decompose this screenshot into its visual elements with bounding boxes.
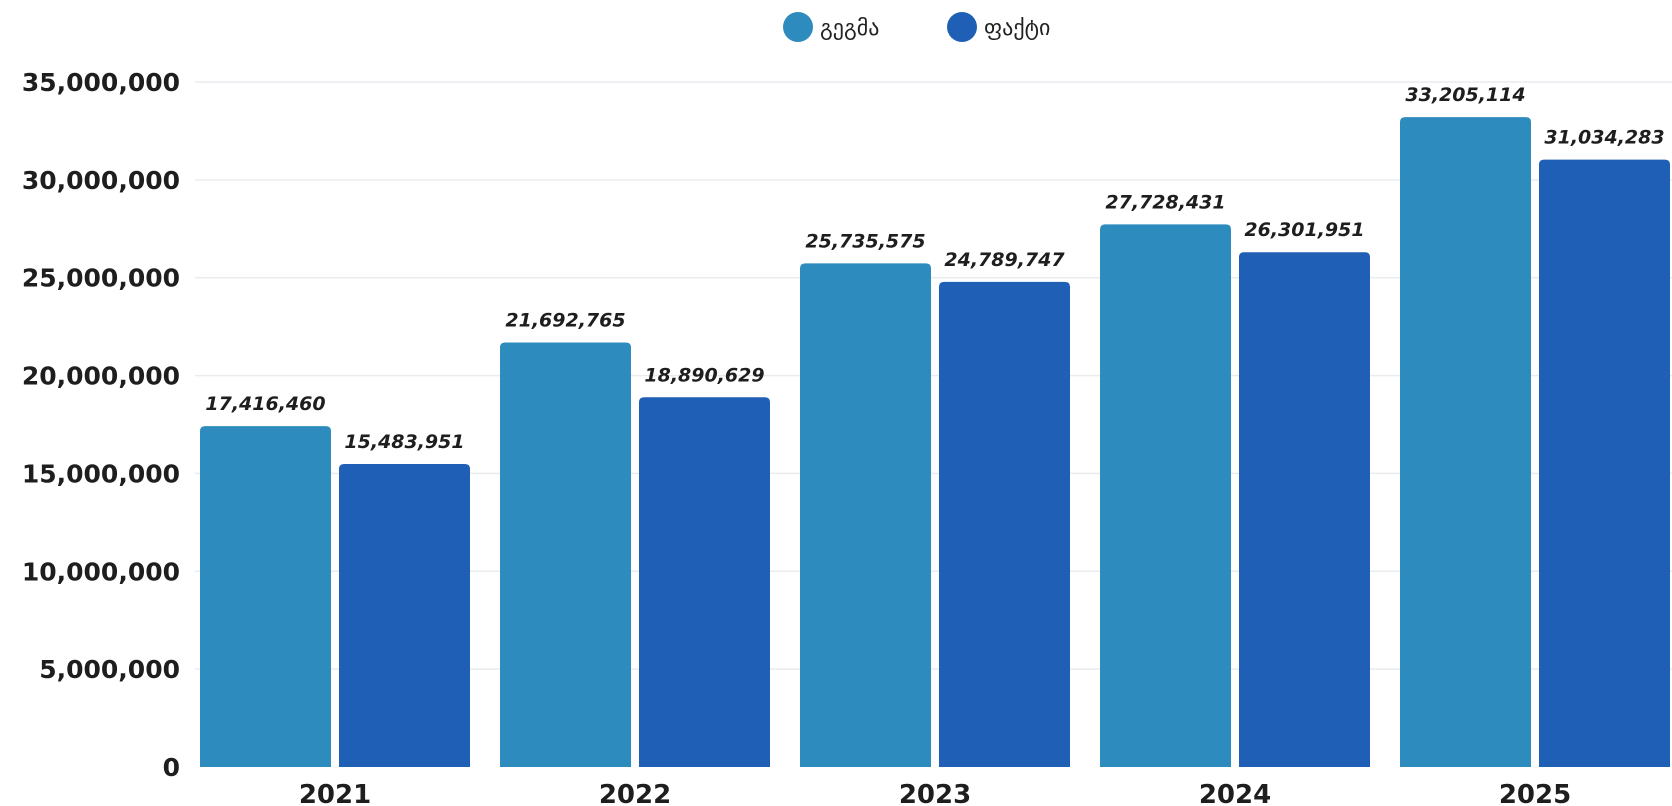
bar-plan-2023[interactable] (800, 263, 931, 767)
data-label-plan-2025: 33,205,114 (1405, 84, 1525, 106)
y-tick-label: 35,000,000 (22, 68, 180, 97)
bar-actual-2021[interactable] (339, 463, 470, 767)
bar-plan-2025[interactable] (1400, 117, 1531, 768)
x-tick-label: 2023 (899, 780, 971, 806)
y-tick-label: 0 (163, 753, 180, 782)
bar-actual-2024[interactable] (1239, 252, 1370, 767)
bar-actual-2023[interactable] (939, 281, 1070, 767)
data-label-actual-2021: 15,483,951 (344, 431, 464, 453)
legend-label-plan: გეგმა (820, 16, 879, 41)
data-label-actual-2025: 31,034,283 (1544, 127, 1664, 149)
x-tick-label: 2022 (599, 780, 671, 806)
bar-plan-2024[interactable] (1100, 224, 1231, 767)
x-axis: 2021 2022 2023 2024 2025 (299, 780, 1571, 806)
x-tick-label: 2024 (1199, 780, 1271, 806)
bar-actual-2022[interactable] (639, 397, 770, 767)
data-label-actual-2022: 18,890,629 (644, 364, 764, 386)
bar-actual-2025[interactable] (1539, 159, 1670, 767)
legend-item-actual[interactable]: ფაქტი (947, 12, 1050, 42)
data-label-actual-2023: 24,789,747 (944, 249, 1065, 271)
x-tick-label: 2021 (299, 780, 371, 806)
y-tick-label: 15,000,000 (22, 459, 180, 488)
y-tick-label: 25,000,000 (22, 264, 180, 293)
legend: გეგმა ფაქტი (783, 12, 1050, 42)
y-tick-label: 20,000,000 (22, 362, 180, 391)
legend-label-actual: ფაქტი (984, 16, 1050, 41)
data-label-plan-2023: 25,735,575 (805, 230, 925, 252)
data-label-plan-2024: 27,728,431 (1105, 191, 1225, 213)
bar-plan-2021[interactable] (200, 426, 331, 767)
data-labels: 17,416,460 21,692,765 25,735,575 27,728,431… (205, 84, 1664, 453)
legend-marker-plan (783, 12, 813, 42)
y-tick-label: 30,000,000 (22, 166, 180, 195)
x-tick-label: 2025 (1499, 780, 1571, 806)
bars (200, 117, 1670, 768)
data-label-actual-2024: 26,301,951 (1244, 219, 1364, 241)
y-tick-label: 5,000,000 (39, 655, 180, 684)
y-tick-label: 10,000,000 (22, 557, 180, 586)
y-axis: 0 5,000,000 10,000,000 15,000,000 20,000,000… (22, 68, 180, 782)
legend-marker-actual (947, 12, 977, 42)
legend-item-plan[interactable]: გეგმა (783, 12, 879, 42)
data-label-plan-2022: 21,692,765 (505, 309, 625, 331)
bar-plan-2022[interactable] (500, 342, 631, 767)
data-label-plan-2021: 17,416,460 (205, 393, 325, 415)
